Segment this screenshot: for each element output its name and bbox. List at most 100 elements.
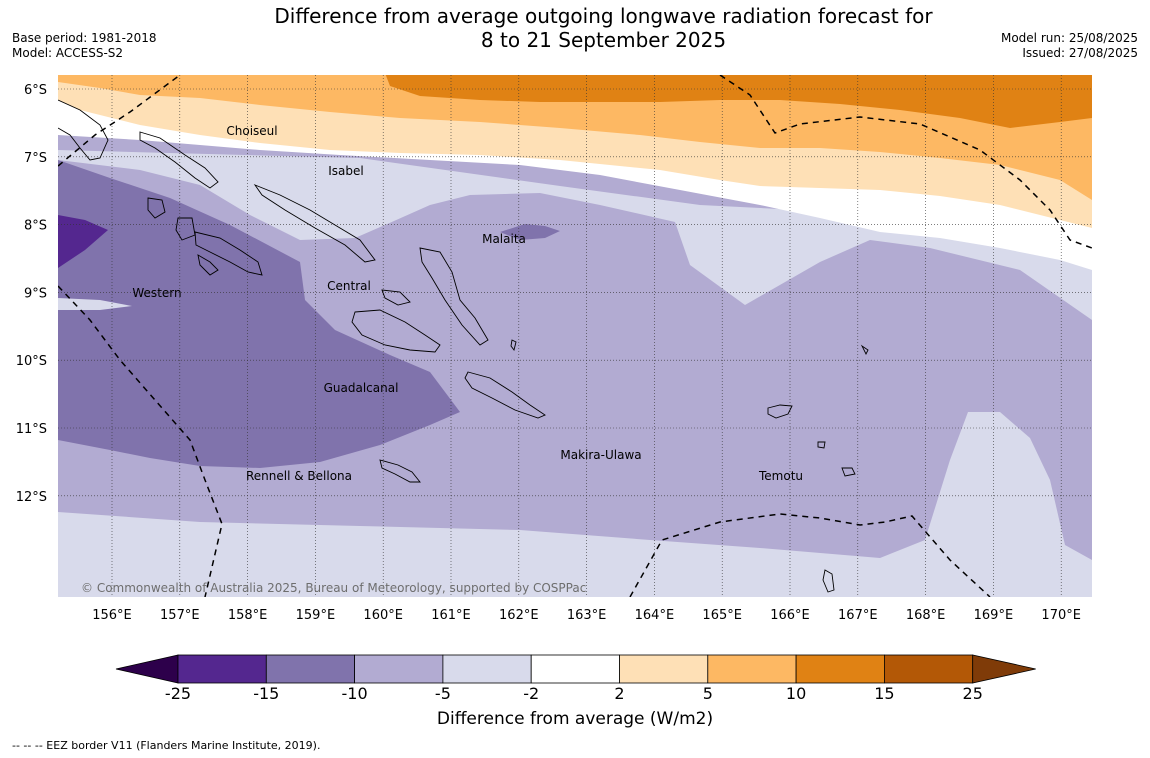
colorbar-segment [707, 654, 797, 684]
issued-date: Issued: 27/08/2025 [1022, 46, 1138, 60]
lon-tick-label: 156°E [92, 608, 132, 623]
coast-rennell [379, 459, 421, 483]
lon-tick-label: 163°E [567, 608, 607, 623]
gridlines [58, 75, 1092, 597]
place-isabel: Isabel [328, 164, 363, 178]
colorbar-tick-label: -25 [165, 684, 191, 703]
lat-tick-label: 11°S [16, 422, 47, 437]
coast-vella-lavella [147, 197, 166, 219]
colorbar-segment [265, 654, 355, 684]
coast-santa-cruz [767, 404, 793, 419]
place-choiseul: Choiseul [226, 124, 277, 138]
copyright-text: © Commonwealth of Australia 2025, Bureau… [81, 581, 586, 595]
coastlines [58, 99, 869, 593]
lon-tick-label: 168°E [906, 608, 946, 623]
lon-tick-label: 161°E [431, 608, 471, 623]
patch-minus10-minus15-malaita [500, 224, 560, 240]
lat-tick-label: 6°S [24, 83, 47, 98]
eez-border-northwest [58, 75, 181, 167]
colorbar-tick-label: -10 [342, 684, 368, 703]
coast-utupua [817, 441, 826, 449]
coast-kolombangara [175, 217, 196, 241]
lat-tick-label: 7°S [24, 151, 47, 166]
place-labels: Choiseul Isabel Malaita Western Central … [132, 124, 803, 483]
lat-tick-label: 9°S [24, 286, 47, 301]
colorbar-segment [442, 654, 532, 684]
colorbar-under-arrow [115, 654, 179, 684]
model-name: Model: ACCESS-S2 [12, 46, 124, 60]
band-plus10-plus15 [385, 75, 1092, 128]
lon-tick-label: 159°E [296, 608, 336, 623]
map-title: Difference from average outgoing longwav… [0, 4, 1150, 52]
eez-borders [58, 75, 1092, 597]
colorbar-tick-label: -2 [523, 684, 539, 703]
coast-reef-islands [860, 344, 869, 356]
colorbar-tick-label: -15 [253, 684, 279, 703]
lon-tick-label: 164°E [635, 608, 675, 623]
place-malaita: Malaita [482, 232, 526, 246]
meta-right: Model run: 25/08/2025 Issued: 27/08/2025 [1001, 31, 1138, 61]
title-line-1: Difference from average outgoing longwav… [274, 4, 933, 28]
band-minus2-minus5-south [58, 412, 1092, 597]
band-minus10-minus15 [58, 160, 460, 468]
place-western: Western [132, 286, 181, 300]
lon-tick-label: 158°E [228, 608, 268, 623]
colorbar-segment [619, 654, 709, 684]
coast-bougainville [58, 99, 109, 161]
place-guadalcanal: Guadalcanal [324, 381, 399, 395]
coast-guadalcanal [351, 309, 441, 353]
eez-border-east [719, 75, 1092, 249]
colorbar-tick-label: 15 [874, 684, 894, 703]
eez-border-south [629, 513, 991, 597]
colorbar-tick-label: 5 [703, 684, 713, 703]
eez-footnote: -- -- -- EEZ border V11 (Flanders Marine… [12, 739, 321, 752]
band-plus5-plus10 [58, 75, 1092, 200]
eez-border-west [58, 285, 223, 597]
coast-makira [464, 371, 546, 419]
colorbar-segment [354, 654, 444, 684]
lon-tick-label: 166°E [770, 608, 810, 623]
lon-tick-label: 162°E [499, 608, 539, 623]
colorbar-segment [795, 654, 885, 684]
band-minus2-minus5-north [58, 150, 1092, 320]
lon-tick-label: 167°E [838, 608, 878, 623]
coast-isabel [253, 184, 376, 263]
coast-new-georgia [194, 231, 263, 276]
coast-choiseul [139, 131, 219, 189]
lon-tick-label: 170°E [1041, 608, 1081, 623]
place-temotu: Temotu [758, 469, 803, 483]
latitude-labels: 6°S 7°S 8°S 9°S 10°S 11°S 12°S [16, 83, 47, 505]
colorbar-tick-label: -5 [435, 684, 451, 703]
colorbar-title: Difference from average (W/m2) [436, 709, 714, 729]
colorbar-tick-label: 2 [614, 684, 624, 703]
colorbar-tick-label: 10 [786, 684, 806, 703]
place-rennell-bellona: Rennell & Bellona [246, 469, 352, 483]
band-minus15-minus25 [58, 215, 108, 268]
lon-tick-label: 165°E [702, 608, 742, 623]
colorbar: -25 -15 -10 -5 -2 2 5 10 15 25 [115, 654, 1036, 703]
lon-tick-label: 160°E [363, 608, 403, 623]
model-run: Model run: 25/08/2025 [1000, 31, 1138, 45]
lon-tick-label: 157°E [160, 608, 200, 623]
coast-ulawa [510, 339, 517, 352]
base-period: Base period: 1981-2018 [12, 31, 157, 45]
coast-florida-islands [381, 289, 411, 306]
colorbar-segment [530, 654, 620, 684]
anomaly-field [58, 75, 1092, 597]
colorbar-segment [177, 654, 267, 684]
lat-tick-label: 8°S [24, 219, 47, 234]
colorbar-over-arrow [972, 654, 1036, 684]
longitude-labels: 156°E 157°E 158°E 159°E 160°E 161°E 162°E 163°E… [92, 608, 1081, 623]
coast-rendova [197, 254, 219, 276]
place-central: Central [327, 279, 371, 293]
coast-vanuatu-north [822, 569, 835, 593]
coast-malaita [419, 247, 489, 346]
colorbar-tick-label: 25 [963, 684, 983, 703]
band-sliver-west [58, 298, 132, 310]
meta-left: Base period: 1981-2018 Model: ACCESS-S2 [12, 31, 157, 61]
title-line-2: 8 to 21 September 2025 [480, 28, 727, 52]
lon-tick-label: 169°E [974, 608, 1014, 623]
lat-tick-label: 10°S [16, 354, 47, 369]
place-makira-ulawa: Makira-Ulawa [560, 448, 641, 462]
coast-vanikoro [841, 467, 856, 477]
